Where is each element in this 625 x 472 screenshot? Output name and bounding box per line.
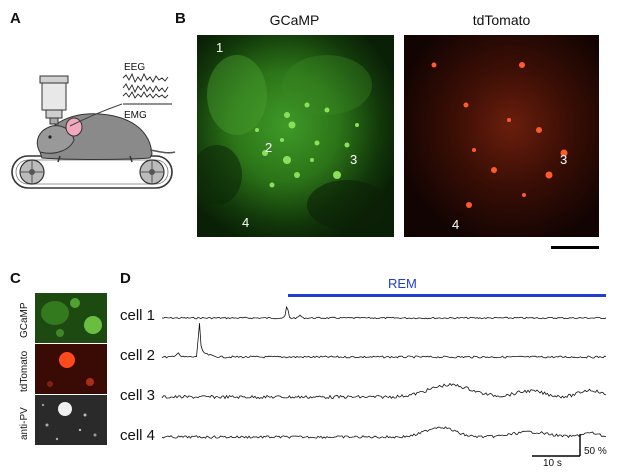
cell-label-3: cell 3	[120, 387, 156, 404]
trace-cell-4	[161, 426, 607, 439]
emg-label: EMG	[124, 110, 147, 121]
gcamp-cells	[255, 102, 359, 188]
trace-cell-1	[161, 305, 607, 320]
tdtomato-cells	[431, 62, 568, 208]
gcamp-number-4: 4	[242, 215, 250, 230]
rem-bar	[288, 294, 606, 297]
tdtomato-image	[404, 35, 599, 237]
image-scale-bar	[551, 246, 599, 249]
trace-cell-3	[161, 382, 607, 400]
gcamp-thumbnail	[35, 293, 107, 343]
anti-pv-thumbnail	[35, 395, 107, 445]
gcamp-number-1: 1	[216, 40, 224, 55]
panel-letter-d: D	[120, 270, 131, 287]
mouse-treadmill-illustration	[11, 72, 176, 189]
channel-label-anti-pv: anti-PV	[19, 407, 30, 440]
amp-scale-label: 50 %	[584, 446, 607, 457]
tdtomato-number-3: 3	[560, 152, 568, 167]
channel-label-tdtomato: tdTomato	[19, 350, 30, 392]
tdtomato-thumbnail	[35, 344, 107, 394]
eeg-label: EEG	[124, 62, 146, 73]
rem-label: REM	[388, 276, 417, 291]
trace-cell-2	[161, 323, 607, 359]
treadmill-left-wheel	[19, 159, 45, 185]
treadmill-right-wheel	[139, 159, 165, 185]
time-scale-label: 10 s	[543, 458, 562, 469]
cell-label-4: cell 4	[120, 427, 156, 444]
tdtomato-title: tdTomato	[472, 12, 531, 28]
tdtomato-number-4: 4	[452, 217, 460, 232]
gcamp-number-3: 3	[350, 152, 358, 167]
cell-label-2: cell 2	[120, 347, 156, 364]
gcamp-image	[197, 35, 394, 237]
panel-letter-a: A	[10, 10, 21, 27]
panel-letter-c: C	[10, 270, 21, 287]
cell-label-1: cell 1	[120, 307, 156, 324]
gcamp-number-2: 2	[265, 140, 273, 155]
panel-letter-b: B	[175, 10, 186, 27]
channel-label-gcamp: GCaMP	[19, 302, 30, 338]
gcamp-title: GCaMP	[269, 12, 320, 28]
